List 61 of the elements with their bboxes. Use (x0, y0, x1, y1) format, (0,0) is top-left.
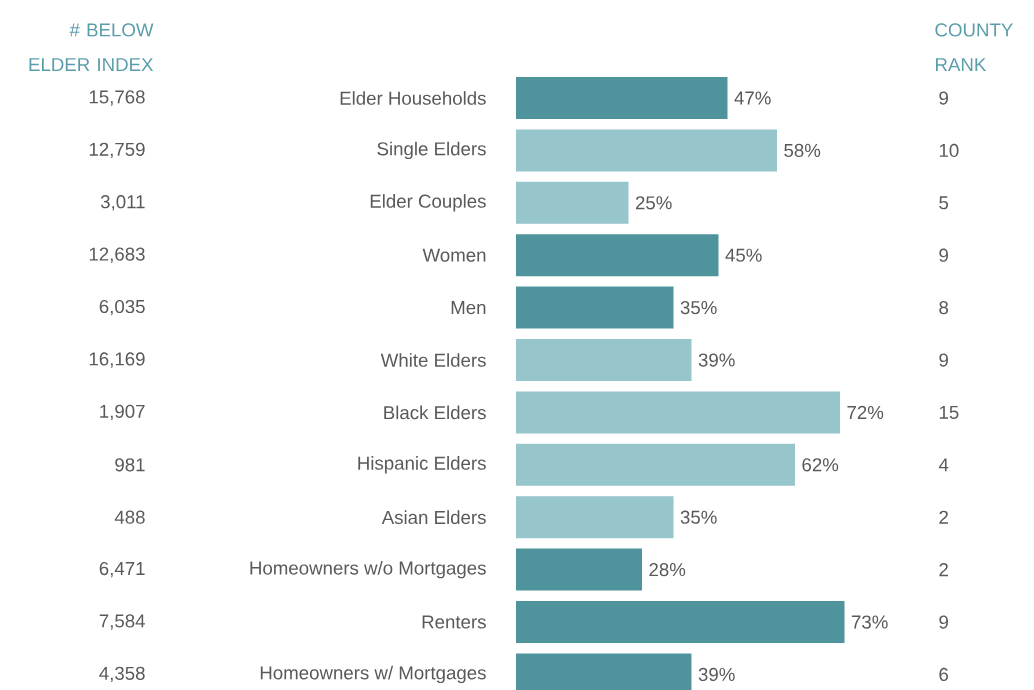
data-label: 28% (649, 562, 686, 577)
text: 7,584 (99, 614, 145, 630)
text: 6 (939, 667, 949, 682)
bar (516, 181, 629, 224)
bar (516, 548, 642, 591)
y-tick-label: Elder Households (340, 91, 486, 105)
y-tick-label: Single Elders (377, 141, 486, 160)
data-label: 72% (847, 405, 884, 419)
bar (516, 496, 674, 539)
data-label: 39% (698, 353, 735, 367)
data-label: 73% (851, 615, 888, 629)
text: 1,907 (100, 404, 145, 421)
text: 15,768 (89, 90, 145, 106)
bar (516, 443, 795, 486)
bar (516, 129, 777, 172)
bar (516, 234, 719, 277)
bar (516, 286, 674, 329)
text: # BELOW ELDER INDEX (29, 23, 154, 72)
bar (516, 77, 728, 120)
y-tick-label: Elder Couples (370, 194, 486, 212)
text: 9 (939, 615, 948, 629)
bar (516, 601, 845, 644)
text: 6,471 (99, 561, 145, 578)
bar (516, 391, 840, 434)
text: 981 (115, 458, 145, 472)
text: 2 (939, 510, 948, 524)
text: 10 (939, 143, 959, 158)
y-tick-label: Renters (422, 615, 486, 629)
y-tick-label: Men (451, 301, 486, 315)
data-label: 58% (784, 143, 821, 158)
text: 12,683 (89, 247, 145, 263)
y-tick-label: Hispanic Elders (358, 456, 486, 474)
text: 6,035 (99, 299, 145, 316)
y-tick-label: Black Elders (384, 405, 486, 420)
text: 12,759 (89, 142, 145, 159)
text: 16,169 (89, 352, 145, 368)
text: 15 (939, 405, 959, 419)
text: 9 (939, 248, 948, 262)
text: 9 (939, 91, 948, 105)
y-tick-label: White Elders (380, 353, 486, 367)
text: 4,358 (99, 666, 145, 683)
data-label: 35% (680, 510, 717, 524)
text: COUNTY RANK (935, 23, 1013, 72)
y-tick-label: Asian Elders (381, 510, 486, 525)
data-label: 25% (635, 196, 672, 210)
text: 8 (939, 300, 949, 315)
text: 2 (939, 563, 948, 577)
data-label: 39% (698, 667, 735, 682)
y-tick-label: Homeowners w/ Mortgages (260, 665, 486, 684)
text: 4 (938, 458, 949, 472)
y-tick-label: Women (422, 248, 486, 262)
data-label: 62% (802, 458, 839, 472)
data-label: 47% (734, 91, 771, 105)
text: 5 (939, 196, 949, 210)
data-label: 35% (680, 300, 717, 315)
text: 488 (114, 510, 145, 524)
data-label: 45% (725, 248, 762, 262)
text: 3,011 (100, 195, 145, 211)
text: 9 (939, 353, 948, 367)
y-tick-label: Homeowners w/o Mortgages (250, 560, 486, 579)
bar (516, 339, 692, 382)
